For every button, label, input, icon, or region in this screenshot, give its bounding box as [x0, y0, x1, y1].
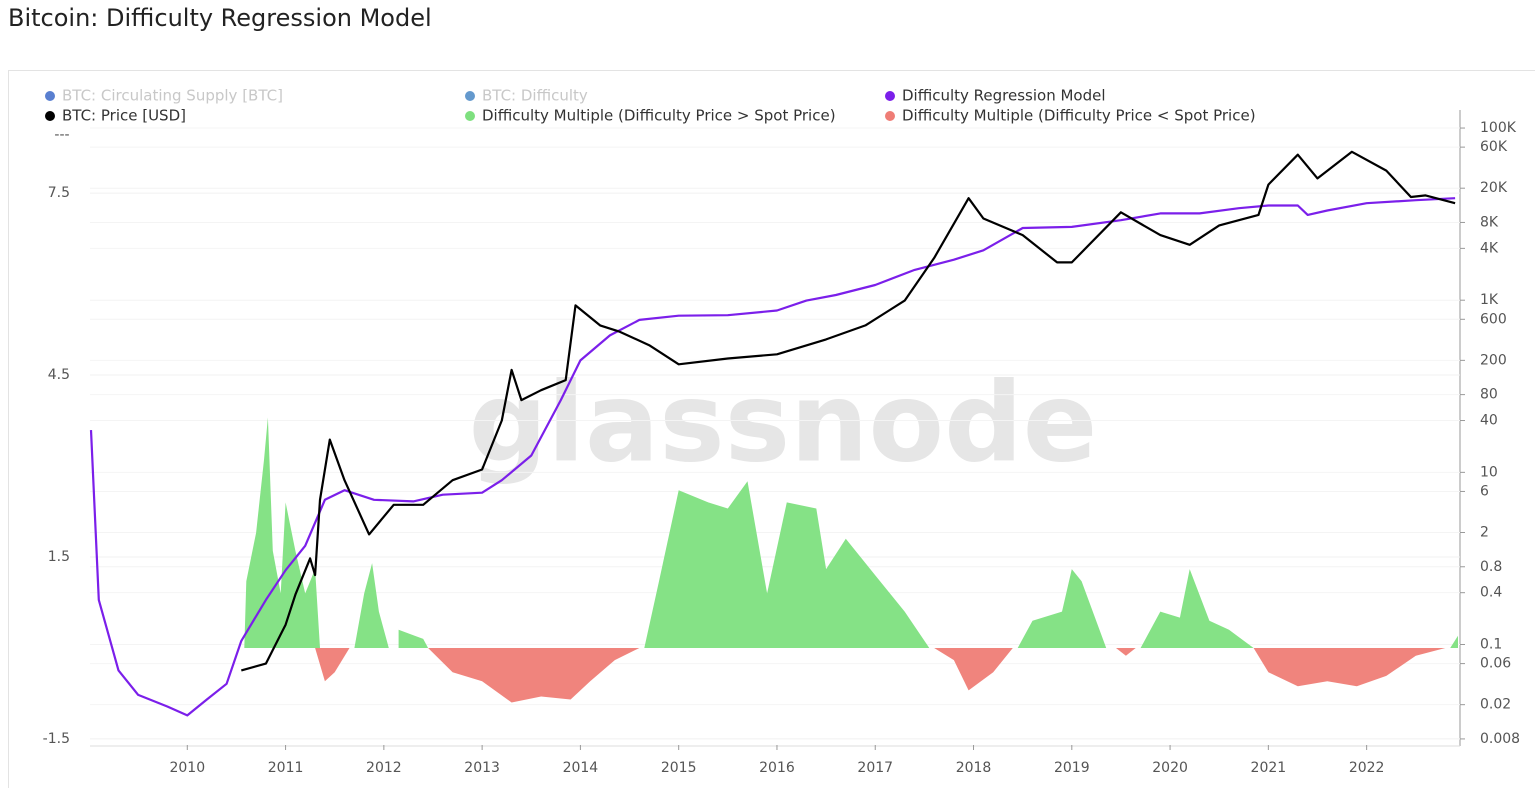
- series-area: [244, 417, 320, 648]
- y2-tick-label: 8K: [1480, 214, 1499, 230]
- legend-label: Difficulty Multiple (Difficulty Price > …: [482, 107, 836, 125]
- x-tick-label: 2013: [464, 760, 500, 776]
- x-tick-label: 2019: [1054, 760, 1090, 776]
- x-tick-label: 2020: [1152, 760, 1188, 776]
- y2-tick-label: 60K: [1480, 139, 1508, 155]
- legend-marker: [885, 91, 895, 101]
- legend-marker: [465, 91, 475, 101]
- series-area: [315, 647, 350, 682]
- x-tick-label: 2011: [268, 760, 304, 776]
- y2-tick-label: 2: [1480, 525, 1489, 541]
- x-tick-label: 2012: [366, 760, 402, 776]
- series-area: [398, 629, 429, 648]
- legend-label: Difficulty Regression Model: [902, 87, 1106, 105]
- y2-tick-label: 1K: [1480, 292, 1499, 308]
- legend-marker: [465, 111, 475, 121]
- series-area: [354, 563, 389, 648]
- y2-tick-label: 0.8: [1480, 559, 1502, 575]
- y2-tick-label: 200: [1480, 352, 1507, 368]
- x-tick-label: 2010: [169, 760, 205, 776]
- y-axis-top-label: ---: [54, 127, 69, 143]
- legend-label: Difficulty Multiple (Difficulty Price < …: [902, 107, 1256, 125]
- y2-tick-label: 6: [1480, 483, 1489, 499]
- x-tick-label: 2018: [956, 760, 992, 776]
- series-line: [89, 197, 1456, 717]
- y2-tick-label: 80: [1480, 387, 1498, 403]
- series-area: [1017, 569, 1107, 648]
- y2-tick-label: 0.008: [1480, 731, 1520, 747]
- x-tick-label: 2017: [857, 760, 893, 776]
- series-area: [1253, 647, 1446, 687]
- legend-marker: [885, 111, 895, 121]
- series-line: [241, 150, 1456, 672]
- legend-label: BTC: Circulating Supply [BTC]: [62, 87, 283, 105]
- series-area: [644, 481, 930, 648]
- y2-tick-label: 0.1: [1480, 637, 1502, 653]
- series-area: [428, 647, 640, 703]
- legend-label: BTC: Difficulty: [482, 87, 588, 105]
- x-tick-label: 2016: [759, 760, 795, 776]
- legend-marker: [45, 91, 55, 101]
- x-tick-label: 2015: [661, 760, 697, 776]
- series-area: [1140, 569, 1254, 648]
- legend-marker: [45, 111, 55, 121]
- y2-tick-label: 600: [1480, 311, 1507, 327]
- series-area: [1450, 635, 1458, 648]
- x-tick-label: 2014: [563, 760, 599, 776]
- y-tick-label: -1.5: [43, 731, 70, 747]
- legend-label: BTC: Price [USD]: [62, 107, 186, 125]
- y-tick-label: 4.5: [48, 367, 70, 383]
- y2-tick-label: 10: [1480, 464, 1498, 480]
- y2-tick-label: 20K: [1480, 180, 1508, 196]
- y2-tick-label: 4K: [1480, 240, 1499, 256]
- y2-tick-label: 100K: [1480, 120, 1517, 136]
- y2-tick-label: 0.02: [1480, 697, 1511, 713]
- y2-tick-label: 40: [1480, 413, 1498, 429]
- series-area: [1116, 647, 1136, 656]
- page-title: Bitcoin: Difficulty Regression Model: [8, 4, 432, 32]
- x-tick-label: 2021: [1251, 760, 1287, 776]
- y-tick-label: 1.5: [48, 549, 70, 565]
- y-tick-label: 7.5: [48, 185, 70, 201]
- y2-tick-label: 0.06: [1480, 656, 1511, 672]
- chart-card: [8, 70, 1535, 788]
- y2-tick-label: 0.4: [1480, 585, 1502, 601]
- watermark: glassnode: [469, 358, 1098, 486]
- series-area: [934, 647, 1013, 691]
- x-tick-label: 2022: [1349, 760, 1385, 776]
